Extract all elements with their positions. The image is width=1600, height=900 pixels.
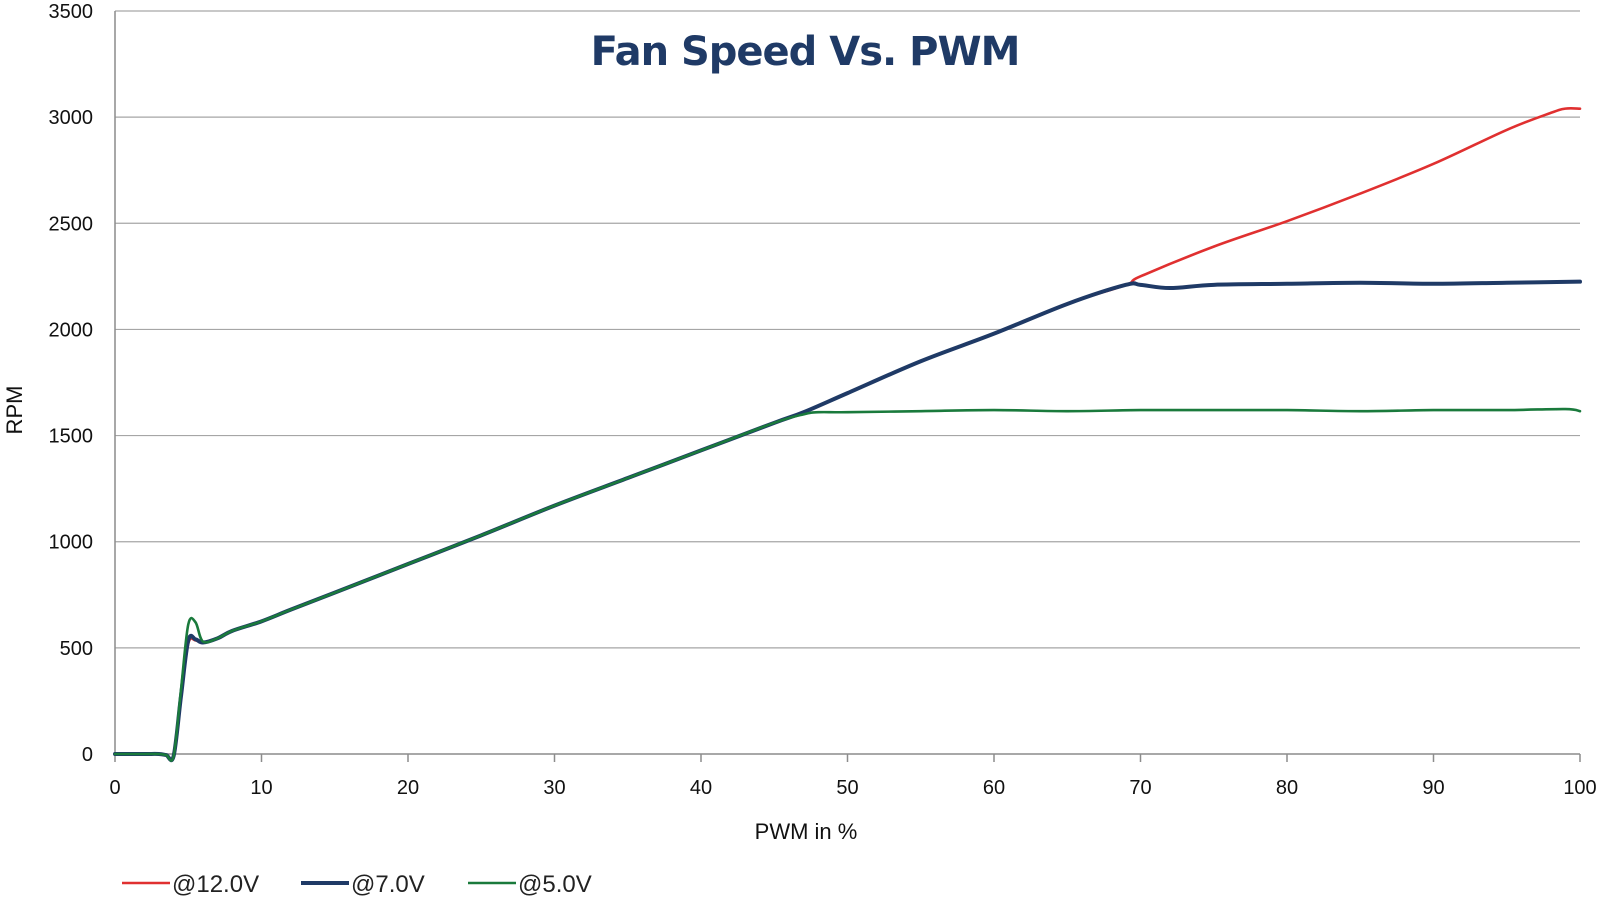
- y-tick-label: 2000: [49, 319, 94, 341]
- series-line-120v: [113, 107, 1582, 762]
- series-lines: [113, 107, 1582, 763]
- x-tick-label: 100: [1563, 777, 1596, 799]
- x-tick-label: 50: [836, 777, 858, 799]
- x-tick-label: 90: [1422, 777, 1444, 799]
- y-tick-label: 3500: [49, 1, 94, 23]
- y-tick-label: 2500: [49, 213, 94, 235]
- legend-label-70v: @7.0V: [351, 871, 425, 898]
- legend: @12.0V @7.0V @5.0V: [122, 871, 592, 898]
- x-axis-label: PWM in %: [755, 819, 858, 844]
- x-tick-label: 0: [109, 777, 120, 799]
- y-tick-label: 0: [82, 744, 93, 766]
- tick-labels: 0 500 1000 1500 2000 2500 3000 3500 0 10 20 30 40 50 6…: [49, 1, 1597, 799]
- y-tick-label: 3000: [49, 107, 94, 129]
- legend-label-120v: @12.0V: [172, 871, 259, 898]
- y-axis-label: RPM: [2, 386, 27, 435]
- y-tick-label: 1500: [49, 426, 94, 448]
- series-line-70v: [113, 279, 1582, 763]
- x-tick-label: 30: [543, 777, 565, 799]
- x-tick-label: 20: [397, 777, 419, 799]
- x-tick-label: 40: [690, 777, 712, 799]
- grid-lines: [115, 10, 1580, 649]
- x-tick-label: 70: [1129, 777, 1151, 799]
- y-tick-label: 1000: [49, 532, 94, 554]
- x-tick-label: 80: [1276, 777, 1298, 799]
- x-tick-label: 60: [983, 777, 1005, 799]
- series-line-50v: [113, 407, 1582, 762]
- chart-title: Fan Speed Vs. PWM: [591, 29, 1020, 75]
- legend-label-50v: @5.0V: [518, 871, 592, 898]
- x-tick-label: 10: [250, 777, 272, 799]
- y-tick-label: 500: [60, 638, 93, 660]
- axes: [114, 11, 1581, 762]
